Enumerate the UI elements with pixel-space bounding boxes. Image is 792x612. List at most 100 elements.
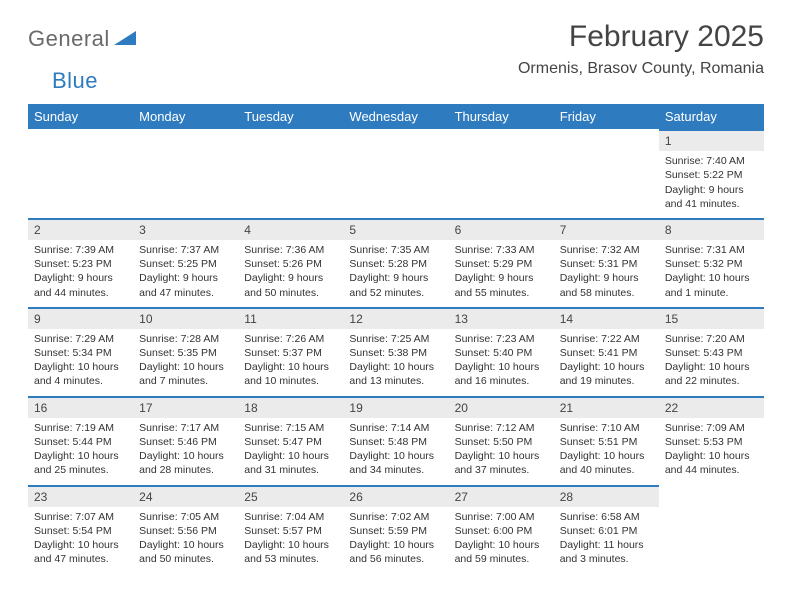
daylight-text: Daylight: 10 hours and 7 minutes. — [139, 360, 232, 388]
daylight-text: Daylight: 9 hours and 55 minutes. — [455, 271, 548, 299]
daylight-text: Daylight: 10 hours and 22 minutes. — [665, 360, 758, 388]
day-content: Sunrise: 7:15 AMSunset: 5:47 PMDaylight:… — [238, 418, 343, 485]
day-cell: 6 Sunrise: 7:33 AMSunset: 5:29 PMDaylight… — [449, 218, 554, 307]
day-number: 15 — [659, 307, 764, 329]
day-cell: 23Sunrise: 7:07 AMSunset: 5:54 PMDayligh… — [28, 485, 133, 574]
day-number: 24 — [133, 485, 238, 507]
day-content: Sunrise: 7:07 AMSunset: 5:54 PMDaylight:… — [28, 507, 133, 574]
sunset-text: Sunset: 5:28 PM — [349, 257, 442, 271]
day-number: 25 — [238, 485, 343, 507]
daylight-text: Daylight: 10 hours and 59 minutes. — [455, 538, 548, 566]
sunset-text: Sunset: 5:35 PM — [139, 346, 232, 360]
day-cell: 19Sunrise: 7:14 AMSunset: 5:48 PMDayligh… — [343, 396, 448, 485]
daylight-text: Daylight: 10 hours and 53 minutes. — [244, 538, 337, 566]
table-row: 2Sunrise: 7:39 AMSunset: 5:23 PMDaylight… — [28, 218, 764, 307]
day-content: Sunrise: 7:28 AMSunset: 5:35 PMDaylight:… — [133, 329, 238, 396]
sunrise-text: Sunrise: 7:22 AM — [560, 332, 653, 346]
sunrise-text: Sunrise: 7:12 AM — [455, 421, 548, 435]
day-content: Sunrise: 7:35 AMSunset: 5:28 PMDaylight:… — [343, 240, 448, 307]
daylight-text: Daylight: 10 hours and 13 minutes. — [349, 360, 442, 388]
day-cell: 24Sunrise: 7:05 AMSunset: 5:56 PMDayligh… — [133, 485, 238, 574]
day-cell — [449, 129, 554, 218]
day-number: 4 — [238, 218, 343, 240]
sunrise-text: Sunrise: 7:09 AM — [665, 421, 758, 435]
sunrise-text: Sunrise: 7:28 AM — [139, 332, 232, 346]
day-content: Sunrise: 7:36 AMSunset: 5:26 PMDaylight:… — [238, 240, 343, 307]
sunrise-text: Sunrise: 7:02 AM — [349, 510, 442, 524]
day-content: Sunrise: 7:00 AMSunset: 6:00 PMDaylight:… — [449, 507, 554, 574]
day-content: Sunrise: 7:05 AMSunset: 5:56 PMDaylight:… — [133, 507, 238, 574]
logo: General — [28, 20, 138, 52]
sunrise-text: Sunrise: 7:33 AM — [455, 243, 548, 257]
sunset-text: Sunset: 5:50 PM — [455, 435, 548, 449]
day-number: 28 — [554, 485, 659, 507]
sunset-text: Sunset: 6:01 PM — [560, 524, 653, 538]
day-number: 8 — [659, 218, 764, 240]
day-content: Sunrise: 7:14 AMSunset: 5:48 PMDaylight:… — [343, 418, 448, 485]
sunset-text: Sunset: 5:54 PM — [34, 524, 127, 538]
day-number: 26 — [343, 485, 448, 507]
weekday-header-row: Sunday Monday Tuesday Wednesday Thursday… — [28, 104, 764, 129]
day-number: 6 — [449, 218, 554, 240]
day-number: 2 — [28, 218, 133, 240]
weekday-header: Thursday — [449, 104, 554, 129]
logo-word2: Blue — [28, 68, 98, 93]
day-cell: 5Sunrise: 7:35 AMSunset: 5:28 PMDaylight… — [343, 218, 448, 307]
day-cell: 27Sunrise: 7:00 AMSunset: 6:00 PMDayligh… — [449, 485, 554, 574]
day-cell: 16Sunrise: 7:19 AMSunset: 5:44 PMDayligh… — [28, 396, 133, 485]
sunset-text: Sunset: 5:25 PM — [139, 257, 232, 271]
day-cell — [28, 129, 133, 218]
sunset-text: Sunset: 5:23 PM — [34, 257, 127, 271]
day-cell: 2Sunrise: 7:39 AMSunset: 5:23 PMDaylight… — [28, 218, 133, 307]
day-cell: 12Sunrise: 7:25 AMSunset: 5:38 PMDayligh… — [343, 307, 448, 396]
daylight-text: Daylight: 10 hours and 25 minutes. — [34, 449, 127, 477]
day-number: 20 — [449, 396, 554, 418]
day-number: 16 — [28, 396, 133, 418]
sunrise-text: Sunrise: 7:26 AM — [244, 332, 337, 346]
sunrise-text: Sunrise: 7:17 AM — [139, 421, 232, 435]
sunset-text: Sunset: 5:51 PM — [560, 435, 653, 449]
sunset-text: Sunset: 5:59 PM — [349, 524, 442, 538]
day-cell: 22Sunrise: 7:09 AMSunset: 5:53 PMDayligh… — [659, 396, 764, 485]
page-title: February 2025 — [518, 20, 764, 54]
table-row: 16Sunrise: 7:19 AMSunset: 5:44 PMDayligh… — [28, 396, 764, 485]
sunrise-text: Sunrise: 7:00 AM — [455, 510, 548, 524]
day-number: 21 — [554, 396, 659, 418]
sunrise-text: Sunrise: 7:35 AM — [349, 243, 442, 257]
sunrise-text: Sunrise: 7:05 AM — [139, 510, 232, 524]
day-content: Sunrise: 7:02 AMSunset: 5:59 PMDaylight:… — [343, 507, 448, 574]
day-cell — [238, 129, 343, 218]
day-cell: 28Sunrise: 6:58 AMSunset: 6:01 PMDayligh… — [554, 485, 659, 574]
day-cell: 14Sunrise: 7:22 AMSunset: 5:41 PMDayligh… — [554, 307, 659, 396]
daylight-text: Daylight: 10 hours and 37 minutes. — [455, 449, 548, 477]
day-content: Sunrise: 6:58 AMSunset: 6:01 PMDaylight:… — [554, 507, 659, 574]
sunrise-text: Sunrise: 7:07 AM — [34, 510, 127, 524]
day-content: Sunrise: 7:10 AMSunset: 5:51 PMDaylight:… — [554, 418, 659, 485]
sunset-text: Sunset: 5:53 PM — [665, 435, 758, 449]
weekday-header: Tuesday — [238, 104, 343, 129]
sunset-text: Sunset: 5:41 PM — [560, 346, 653, 360]
day-cell: 25Sunrise: 7:04 AMSunset: 5:57 PMDayligh… — [238, 485, 343, 574]
day-cell: 21Sunrise: 7:10 AMSunset: 5:51 PMDayligh… — [554, 396, 659, 485]
day-cell: 20 Sunrise: 7:12 AMSunset: 5:50 PMDayligh… — [449, 396, 554, 485]
table-row: 1Sunrise: 7:40 AMSunset: 5:22 PMDaylight… — [28, 129, 764, 218]
daylight-text: Daylight: 10 hours and 19 minutes. — [560, 360, 653, 388]
daylight-text: Daylight: 10 hours and 34 minutes. — [349, 449, 442, 477]
day-cell: 11Sunrise: 7:26 AMSunset: 5:37 PMDayligh… — [238, 307, 343, 396]
logo-triangle-icon — [114, 28, 136, 51]
sunrise-text: Sunrise: 7:40 AM — [665, 154, 758, 168]
day-number: 27 — [449, 485, 554, 507]
sunrise-text: Sunrise: 6:58 AM — [560, 510, 653, 524]
weekday-header: Friday — [554, 104, 659, 129]
daylight-text: Daylight: 9 hours and 58 minutes. — [560, 271, 653, 299]
day-content: Sunrise: 7:19 AMSunset: 5:44 PMDaylight:… — [28, 418, 133, 485]
day-cell — [343, 129, 448, 218]
sunset-text: Sunset: 5:34 PM — [34, 346, 127, 360]
day-content: Sunrise: 7:31 AMSunset: 5:32 PMDaylight:… — [659, 240, 764, 307]
daylight-text: Daylight: 10 hours and 4 minutes. — [34, 360, 127, 388]
sunset-text: Sunset: 5:29 PM — [455, 257, 548, 271]
sunset-text: Sunset: 5:32 PM — [665, 257, 758, 271]
day-content: Sunrise: 7:22 AMSunset: 5:41 PMDaylight:… — [554, 329, 659, 396]
sunrise-text: Sunrise: 7:19 AM — [34, 421, 127, 435]
calendar-table: Sunday Monday Tuesday Wednesday Thursday… — [28, 104, 764, 573]
